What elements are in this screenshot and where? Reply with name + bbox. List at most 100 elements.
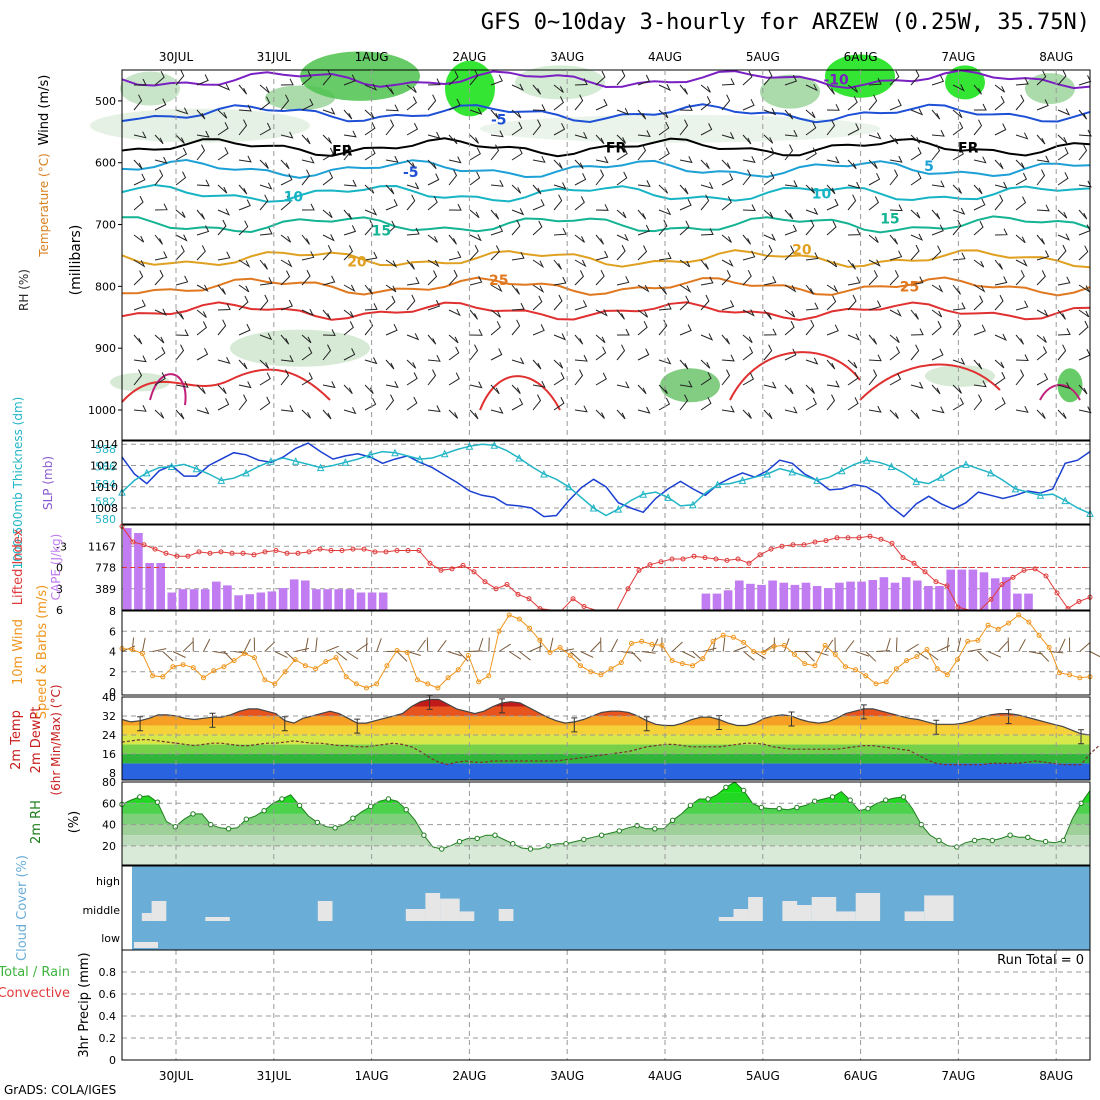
lifted-marker <box>295 550 301 556</box>
wind-speed-marker <box>374 681 380 687</box>
lifted-marker <box>427 560 433 566</box>
wind-barb <box>1036 169 1046 186</box>
wind-barb <box>610 638 619 652</box>
wind-barb <box>301 269 311 286</box>
lifted-marker <box>856 535 862 541</box>
thickness-marker <box>937 473 945 481</box>
wind-barb <box>175 234 188 242</box>
lifted-marker <box>713 556 719 562</box>
wind-speed-marker <box>415 677 420 683</box>
rh-marker <box>368 803 374 810</box>
wind-barb <box>1036 204 1050 212</box>
wind-barb <box>973 184 983 195</box>
wind-speed-marker <box>669 658 675 664</box>
wind-barb <box>742 372 755 386</box>
wind-barb <box>343 130 357 138</box>
wind-barb <box>364 398 377 411</box>
wind-barb <box>532 184 542 195</box>
wind-barb <box>511 219 521 236</box>
rh-tick: 40 <box>102 819 116 832</box>
wind-speed-marker <box>1056 670 1062 676</box>
wind-barb <box>679 84 689 95</box>
lifted-axis-label: Lifted Index <box>11 528 26 605</box>
wind-speed-marker <box>720 632 726 638</box>
wind-barb <box>952 207 966 215</box>
wind-barb <box>532 104 546 112</box>
wind-barb <box>301 70 312 86</box>
wind-barb <box>889 70 900 86</box>
wind-barb <box>1015 77 1029 86</box>
cape-bar <box>178 589 188 610</box>
rh-marker <box>1025 834 1031 840</box>
wind-barb <box>427 131 441 139</box>
cape-bar <box>979 572 989 610</box>
wind-barb <box>532 284 545 294</box>
upper-frame <box>121 69 1091 441</box>
wind-barb <box>1015 196 1027 211</box>
wind-barb <box>385 155 399 163</box>
wind-barb <box>721 234 732 243</box>
wind-barb <box>658 109 669 119</box>
wind-barb <box>448 250 462 261</box>
cape-bar <box>212 581 221 610</box>
wind-barb <box>826 259 838 268</box>
wind-barb <box>280 355 294 363</box>
wind-barb <box>910 244 920 261</box>
wind-barb <box>406 227 420 236</box>
wind-barb <box>805 384 815 394</box>
wind-barb <box>994 294 1004 311</box>
wind-barb <box>973 84 982 95</box>
wind-barb <box>574 369 584 386</box>
rh-marker <box>456 838 463 845</box>
wind-barb <box>847 181 861 189</box>
wind-barb <box>217 356 231 364</box>
wind-barb <box>987 651 1002 658</box>
wind-barb <box>889 234 899 245</box>
wind-barb <box>508 651 522 660</box>
cape-bar <box>890 582 900 610</box>
rh-marker <box>598 832 605 838</box>
wind-barb <box>469 344 479 361</box>
cape-bar <box>334 589 343 610</box>
wind-barb <box>658 184 669 194</box>
wind-barb <box>217 122 229 136</box>
rh-marker <box>971 837 978 844</box>
wind-barb <box>322 244 332 261</box>
lifted-marker <box>493 586 499 592</box>
minmax-marker <box>788 711 795 727</box>
wind-barb <box>175 275 189 286</box>
wind-barb <box>742 169 752 186</box>
wind-barb <box>847 96 858 111</box>
thickness-marker <box>639 490 648 498</box>
cape-bar <box>901 577 911 610</box>
rh-marker <box>634 822 640 829</box>
wind-barb <box>406 333 420 341</box>
wind-barb <box>1015 259 1028 267</box>
wind-barb <box>217 251 231 261</box>
cloud-block-middle <box>733 909 749 921</box>
wind-barb <box>427 334 437 345</box>
wind-barb <box>469 381 483 389</box>
rh-patch <box>120 71 180 106</box>
wind-barb <box>301 346 313 361</box>
wind-speed-marker <box>944 672 950 678</box>
wind-barb <box>658 208 672 216</box>
wind-barb <box>364 121 376 136</box>
thickness-marker <box>366 450 375 459</box>
wind-barb <box>280 405 294 413</box>
wind-barb <box>217 319 227 336</box>
wind-speed-marker <box>893 666 899 672</box>
cape-bar <box>935 586 944 610</box>
wind-barb <box>1038 651 1050 662</box>
wind-barb <box>847 259 856 270</box>
wind-barb <box>448 98 461 111</box>
wind-barb <box>889 309 902 317</box>
minmax-marker <box>933 719 940 735</box>
cape-bar <box>768 580 777 610</box>
lifted-marker <box>790 542 796 548</box>
wind-barb <box>658 121 670 136</box>
wind-barb <box>448 346 460 361</box>
cape-bar <box>879 577 889 610</box>
wind-barb <box>343 144 353 161</box>
wind-barb <box>994 159 1004 170</box>
